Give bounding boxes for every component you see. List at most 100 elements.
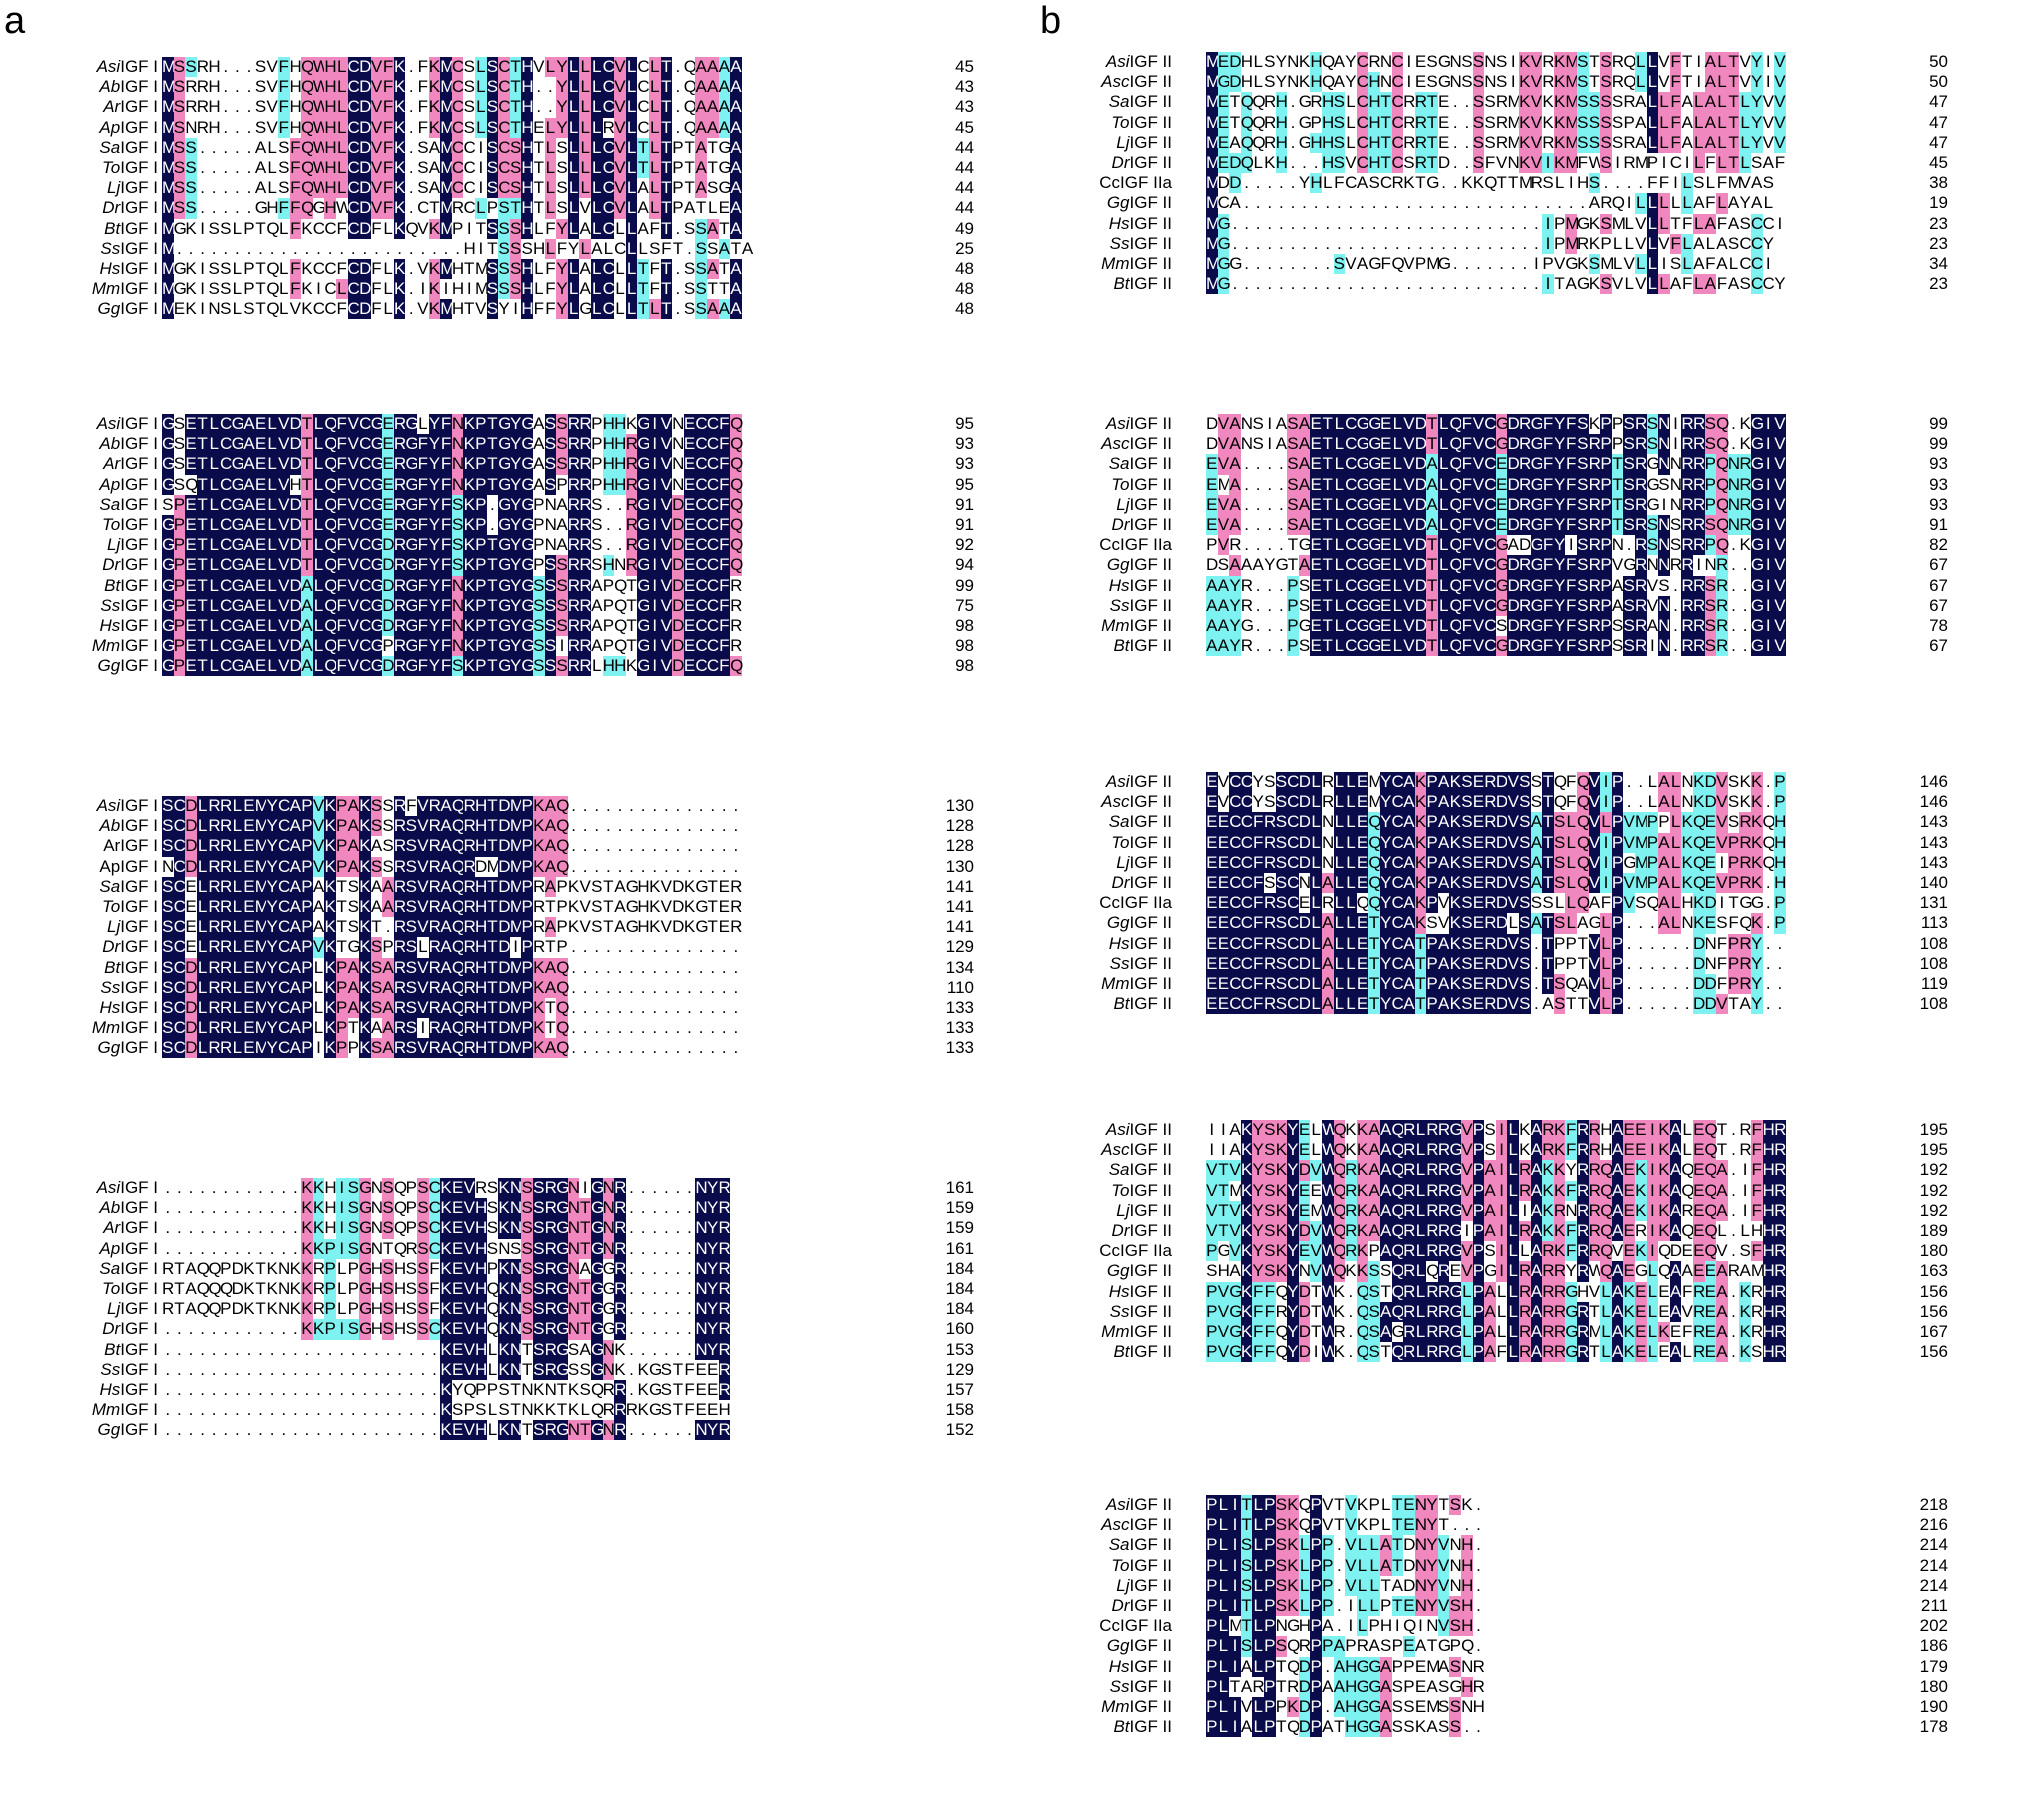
- residue: A: [579, 258, 591, 278]
- residue: K: [533, 1400, 545, 1420]
- residue: D: [672, 555, 685, 576]
- residue: .: [687, 238, 692, 258]
- residue-count: 133: [945, 1018, 974, 1038]
- residue: V: [347, 535, 360, 556]
- residue: D: [1206, 434, 1219, 454]
- residue: S: [162, 876, 174, 897]
- residue: A: [370, 876, 383, 896]
- residue: E: [1356, 772, 1369, 793]
- residue: T: [533, 137, 544, 157]
- residue: F: [336, 218, 347, 238]
- residue: T: [1426, 595, 1438, 616]
- residue: P: [1611, 893, 1624, 914]
- residue: T: [1368, 953, 1380, 974]
- residue: A: [730, 218, 742, 239]
- residue: .: [629, 836, 634, 856]
- residue: A: [1693, 193, 1705, 213]
- sequence-name: LjIGF I: [0, 1299, 158, 1319]
- residue: M: [162, 117, 177, 138]
- residue: V: [1217, 454, 1230, 475]
- residue: T: [509, 117, 522, 138]
- residue: E: [1206, 494, 1218, 515]
- residue: A: [440, 876, 452, 897]
- residue: N: [509, 1278, 523, 1300]
- residue: S: [1264, 772, 1276, 791]
- residue: A: [1437, 812, 1450, 833]
- residue: .: [652, 1218, 658, 1238]
- residue: A: [1229, 1120, 1241, 1139]
- species-abbrev: Gg: [97, 1420, 121, 1440]
- residue: S: [1704, 636, 1717, 657]
- sequence-name: BtIGF I: [0, 1340, 158, 1360]
- residue: .: [675, 299, 681, 319]
- residue: V: [1774, 454, 1786, 475]
- residue: H: [324, 1178, 337, 1197]
- residue: E: [185, 454, 197, 475]
- residue: F: [545, 279, 556, 299]
- residue: P: [301, 917, 313, 938]
- residue: G: [521, 494, 535, 515]
- residue: M: [1565, 213, 1580, 234]
- residue: H: [1368, 112, 1381, 133]
- residue: Q: [324, 535, 338, 556]
- residue: A: [1658, 913, 1670, 934]
- residue: .: [490, 514, 495, 534]
- residue: S: [486, 1238, 499, 1258]
- residue: P: [1611, 434, 1624, 454]
- residue: H: [614, 414, 627, 435]
- residue-count: 99: [1929, 434, 1948, 454]
- residue: L: [1600, 994, 1612, 1015]
- alignment-row: MmIGF II M G G........ S V A G F Q V P M G....... I P V G…: [0, 253, 2018, 275]
- residue: K: [359, 997, 371, 1019]
- residue: I: [466, 218, 472, 238]
- residue: V: [277, 575, 290, 596]
- residue: A: [301, 575, 313, 596]
- residue: R: [625, 555, 639, 576]
- residue: K: [1449, 832, 1462, 853]
- residue: R: [1484, 872, 1497, 894]
- species-abbrev: Asi: [1105, 414, 1130, 433]
- residue: P: [405, 1218, 417, 1238]
- residue: .: [1290, 92, 1296, 112]
- residue: E: [1379, 535, 1392, 556]
- residue: .: [223, 1238, 229, 1258]
- residue: .: [223, 1379, 229, 1399]
- residue: .: [1603, 173, 1609, 193]
- species-abbrev: Hs: [1108, 213, 1130, 233]
- residue: E: [1356, 852, 1369, 873]
- residue: C: [1287, 893, 1300, 914]
- residue: I: [648, 474, 661, 495]
- residue: R: [579, 595, 592, 616]
- alignment-block: AsiIGF II D V A N S I A S A E T L C G G E L V D T L Q F V C G D R G F Y…: [0, 414, 2018, 657]
- residue: S: [278, 157, 290, 177]
- residue: R: [718, 1359, 731, 1380]
- gene-name: IGF II: [1129, 615, 1173, 635]
- residue-count: 184: [945, 1299, 974, 1319]
- residue: N: [1484, 72, 1497, 92]
- residue: T: [1379, 132, 1392, 153]
- residue: R: [730, 615, 743, 635]
- residue: T: [486, 977, 499, 998]
- residue: S: [1287, 494, 1299, 515]
- residue: G: [359, 1238, 373, 1259]
- residue: S: [1600, 72, 1612, 93]
- residue: .: [211, 1319, 217, 1339]
- residue: Q: [451, 816, 466, 837]
- residue: M: [254, 896, 269, 918]
- residue: K: [1681, 812, 1693, 833]
- residue: G: [1449, 1120, 1463, 1141]
- residue: .: [188, 1198, 194, 1218]
- residue: I: [1762, 595, 1775, 616]
- residue: N: [1449, 52, 1462, 71]
- species-abbrev: Ab: [99, 434, 121, 454]
- residue: .: [1244, 253, 1249, 273]
- residue: E: [1206, 832, 1218, 853]
- residue: N: [1321, 832, 1335, 852]
- sequence-name: SaIGF I: [0, 495, 158, 515]
- residue: L: [196, 896, 209, 918]
- residue: S: [463, 77, 475, 97]
